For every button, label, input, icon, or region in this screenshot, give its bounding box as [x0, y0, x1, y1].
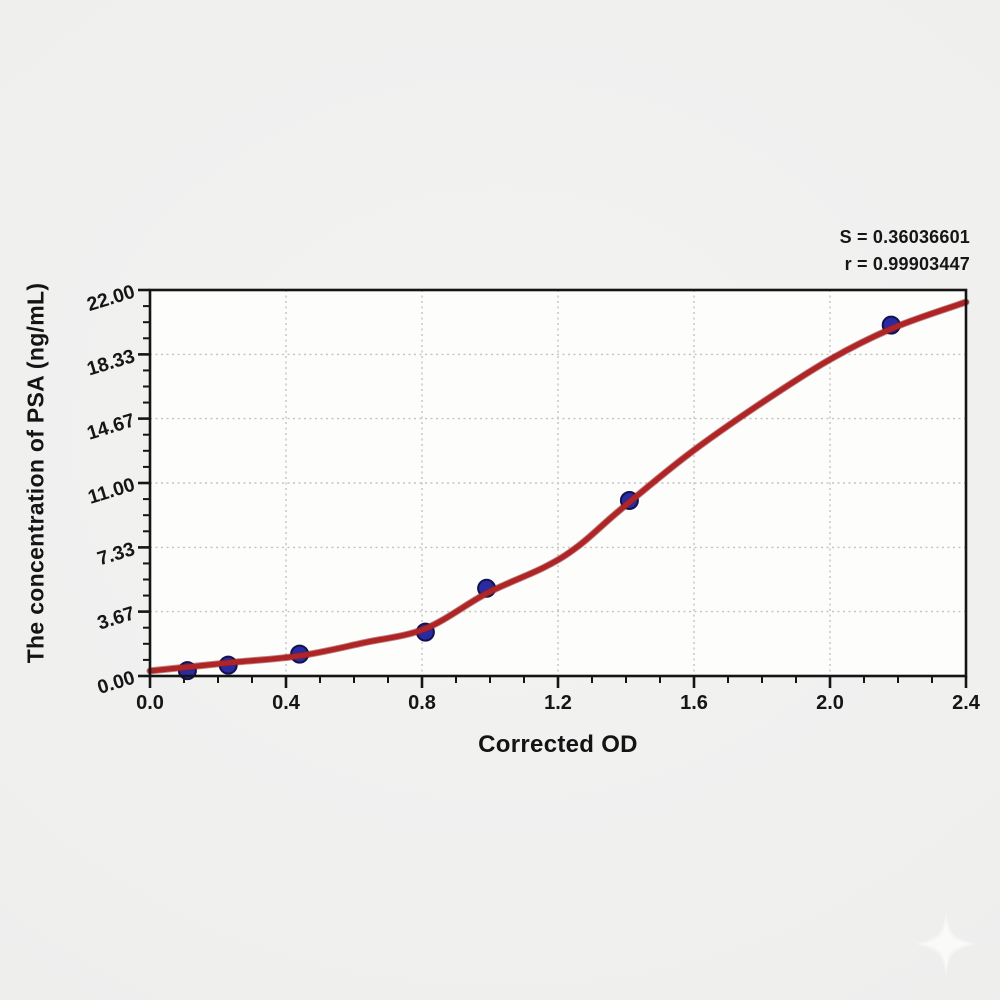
x-tick-label: 2.4 — [952, 692, 981, 714]
x-axis-title: Corrected OD — [478, 731, 638, 758]
s-value-text: S = 0.36036601 — [839, 227, 970, 247]
x-tick-label: 0.8 — [408, 692, 436, 714]
y-tick-label: 22.00 — [84, 281, 137, 316]
y-tick-label: 0.00 — [95, 667, 138, 699]
y-tick-label: 3.67 — [95, 602, 138, 634]
x-tick-label: 0.0 — [136, 692, 164, 714]
fit-statistics: S = 0.36036601 r = 0.99903447 — [840, 224, 970, 278]
y-axis-title: The concentration of PSA (ng/mL) — [22, 282, 49, 664]
x-tick-label: 1.2 — [544, 692, 572, 714]
y-tick-label: 14.67 — [84, 409, 137, 444]
sparkle-watermark-icon — [916, 912, 976, 976]
x-tick-label: 1.6 — [680, 692, 708, 714]
x-tick-label: 0.4 — [272, 692, 301, 714]
x-tick-label: 2.0 — [816, 692, 844, 714]
y-tick-label: 7.33 — [95, 538, 138, 570]
y-tick-label: 18.33 — [84, 345, 137, 380]
y-tick-label: 11.00 — [85, 474, 137, 509]
r-value-text: r = 0.99903447 — [844, 254, 970, 274]
fit-curve — [147, 299, 969, 674]
